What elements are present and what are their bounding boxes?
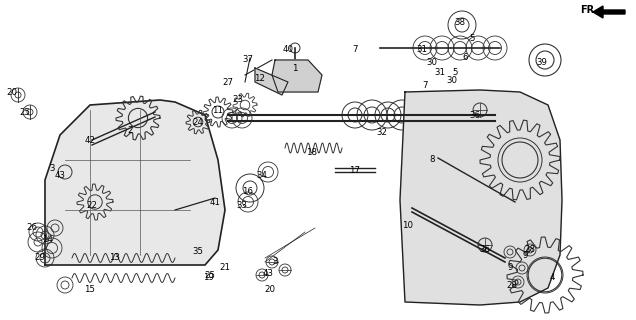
Text: 20: 20 (265, 285, 275, 294)
Text: 28: 28 (525, 245, 536, 254)
Text: 25: 25 (20, 108, 31, 116)
Text: 2: 2 (127, 125, 133, 134)
Text: 11: 11 (212, 106, 223, 115)
Text: 16: 16 (242, 188, 254, 196)
Text: 30: 30 (427, 58, 438, 67)
Text: 30: 30 (446, 76, 457, 84)
Text: 39: 39 (537, 58, 548, 67)
Text: 27: 27 (223, 77, 233, 86)
Polygon shape (272, 60, 322, 92)
Text: 31: 31 (417, 45, 427, 54)
Text: 38: 38 (455, 18, 466, 27)
Text: FR.: FR. (580, 5, 598, 15)
Text: 9: 9 (522, 251, 528, 260)
FancyArrow shape (593, 6, 625, 18)
Text: 37: 37 (242, 55, 254, 65)
Text: 14: 14 (43, 236, 53, 244)
Text: 42: 42 (85, 135, 95, 145)
Text: 19: 19 (202, 274, 214, 283)
Text: 43: 43 (55, 171, 66, 180)
Text: 17: 17 (350, 165, 361, 174)
Text: 32: 32 (377, 127, 387, 137)
Text: 9: 9 (508, 263, 513, 273)
Text: 12: 12 (254, 74, 265, 83)
Text: 22: 22 (86, 201, 97, 210)
Text: 18: 18 (307, 148, 317, 156)
Text: 24: 24 (193, 117, 204, 126)
Text: 26: 26 (27, 223, 38, 233)
Text: 29: 29 (34, 253, 45, 262)
Text: 25: 25 (205, 270, 216, 279)
Text: 33: 33 (237, 201, 247, 210)
Text: 5: 5 (469, 34, 474, 43)
Text: 36: 36 (469, 110, 481, 119)
Text: 3: 3 (272, 258, 278, 267)
Text: 10: 10 (403, 220, 413, 229)
Text: 35: 35 (193, 247, 204, 257)
Text: 3: 3 (49, 164, 55, 172)
Text: 28: 28 (506, 281, 518, 290)
Text: 41: 41 (209, 197, 221, 206)
Text: 20: 20 (6, 87, 18, 97)
Text: 34: 34 (256, 171, 268, 180)
Text: 15: 15 (85, 285, 95, 294)
Text: 7: 7 (422, 81, 428, 90)
Text: 1: 1 (293, 63, 298, 73)
Text: 40: 40 (282, 45, 293, 54)
Text: 13: 13 (109, 253, 120, 262)
Text: 36: 36 (480, 245, 490, 254)
Polygon shape (255, 68, 288, 95)
Text: 7: 7 (352, 45, 357, 54)
Text: 5: 5 (452, 68, 458, 76)
Text: 8: 8 (429, 156, 435, 164)
Text: 21: 21 (219, 263, 230, 273)
Polygon shape (45, 100, 225, 265)
Polygon shape (400, 90, 562, 305)
Text: 31: 31 (434, 68, 445, 76)
Text: 4: 4 (550, 274, 555, 283)
Text: 43: 43 (263, 269, 273, 278)
Text: 6: 6 (462, 53, 467, 62)
Text: 23: 23 (233, 95, 244, 105)
